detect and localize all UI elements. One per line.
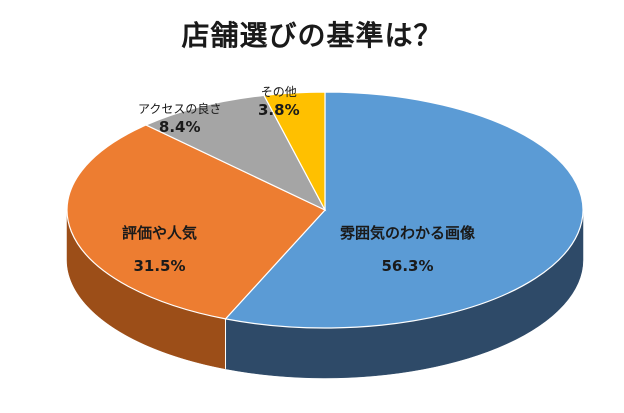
pie-slice-access <box>144 94 327 212</box>
slice-value: 3.8% <box>258 101 300 119</box>
slice-label-reputation: 評価や人気 31.5% <box>122 222 197 275</box>
slice-name: 雰囲気のわかる画像 <box>340 224 476 242</box>
slice-value: 8.4% <box>158 118 201 136</box>
slice-label-access: アクセスの良さ 8.4% <box>138 100 221 136</box>
chart-title: 店舗選びの基準は？ <box>181 19 443 52</box>
slice-name: その他 <box>260 85 297 99</box>
pie-slice-other <box>263 91 326 211</box>
slice-name: 評価や人気 <box>122 224 198 242</box>
pie-slice-atmosphere <box>224 91 584 329</box>
slice-label-other: その他 3.8% <box>258 83 300 119</box>
slice-value: 56.3% <box>381 257 434 275</box>
slice-name: アクセスの良さ <box>138 102 222 116</box>
pie-slice-reputation <box>66 124 326 320</box>
slice-value: 31.5% <box>133 257 186 275</box>
slice-label-atmosphere: 雰囲気のわかる画像 56.3% <box>340 222 475 275</box>
